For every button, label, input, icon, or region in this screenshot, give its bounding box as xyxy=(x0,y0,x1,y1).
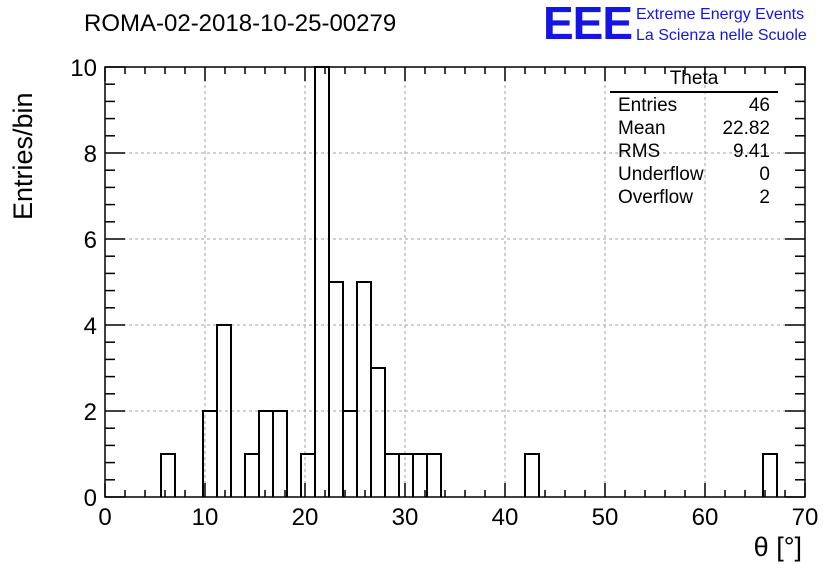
y-tick-label: 0 xyxy=(84,485,97,512)
y-axis-label-wrap: Entries/bin xyxy=(6,92,38,220)
stats-value: 0 xyxy=(759,164,770,185)
histogram-bin xyxy=(328,281,344,497)
histogram-bin xyxy=(244,453,260,497)
x-axis-label: θ [°] xyxy=(753,532,802,562)
stats-value: 2 xyxy=(759,187,770,208)
stats-label: Mean xyxy=(618,118,666,139)
stats-title: Theta xyxy=(610,68,778,93)
stats-row: RMS 9.41 xyxy=(610,141,778,164)
y-tick-label: 10 xyxy=(70,55,97,82)
x-tick-label: 10 xyxy=(192,504,219,531)
stats-label: Underflow xyxy=(618,164,704,185)
histogram-bin xyxy=(272,410,288,497)
x-tick-label: 20 xyxy=(292,504,319,531)
histogram-bin xyxy=(524,453,540,497)
logo-caption: Extreme Energy Events La Scienza nelle S… xyxy=(636,4,807,46)
stats-row: Underflow 0 xyxy=(610,164,778,187)
histogram-bin xyxy=(398,453,414,497)
histogram-bin xyxy=(370,367,386,497)
histogram-bin xyxy=(384,453,400,497)
histogram-bin xyxy=(300,453,316,497)
x-tick-label: 50 xyxy=(592,504,619,531)
histogram-bin xyxy=(342,410,358,497)
stats-row: Mean 22.82 xyxy=(610,118,778,141)
y-axis-label: Entries/bin xyxy=(8,92,38,220)
histogram-bin xyxy=(216,324,232,497)
stats-value: 22.82 xyxy=(722,118,770,139)
y-tick-label: 2 xyxy=(84,399,97,426)
x-tick-label: 70 xyxy=(792,504,819,531)
histogram-bin xyxy=(426,453,442,497)
y-tick-label: 8 xyxy=(84,141,97,168)
x-tick-label: 30 xyxy=(392,504,419,531)
y-tick-label: 4 xyxy=(84,313,97,340)
histogram-bin xyxy=(258,410,274,497)
histogram-bin xyxy=(314,66,330,497)
eee-logo: EEE xyxy=(543,0,633,49)
logo-line-1: Extreme Energy Events xyxy=(636,6,805,23)
stats-row: Entries 46 xyxy=(610,95,778,118)
plot-frame xyxy=(104,66,806,498)
histogram-bin xyxy=(160,453,176,497)
stats-row: Overflow 2 xyxy=(610,187,778,210)
x-tick-label: 60 xyxy=(692,504,719,531)
stats-label: Overflow xyxy=(618,187,693,208)
histogram-bin xyxy=(762,453,778,497)
stats-label: RMS xyxy=(618,141,661,162)
stats-box: Theta Entries 46 Mean 22.82 RMS 9.41 Und… xyxy=(610,68,778,210)
x-tick-label: 40 xyxy=(492,504,519,531)
stats-label: Entries xyxy=(618,95,678,116)
chart-title: ROMA-02-2018-10-25-00279 xyxy=(84,10,397,37)
logo-line-2: La Scienza nelle Scuole xyxy=(636,27,807,44)
stats-value: 9.41 xyxy=(733,141,770,162)
y-tick-label: 6 xyxy=(84,227,97,254)
stats-value: 46 xyxy=(748,95,770,116)
x-tick-label: 0 xyxy=(98,504,111,531)
histogram-bin xyxy=(356,281,372,497)
